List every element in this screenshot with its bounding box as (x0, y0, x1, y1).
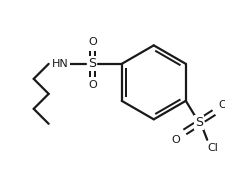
Text: S: S (88, 57, 96, 70)
Text: HN: HN (52, 59, 68, 69)
Text: O: O (88, 37, 96, 48)
Text: O: O (217, 100, 225, 110)
Text: O: O (88, 80, 96, 90)
Text: S: S (195, 116, 202, 129)
Text: Cl: Cl (207, 142, 218, 153)
Text: O: O (171, 135, 180, 145)
